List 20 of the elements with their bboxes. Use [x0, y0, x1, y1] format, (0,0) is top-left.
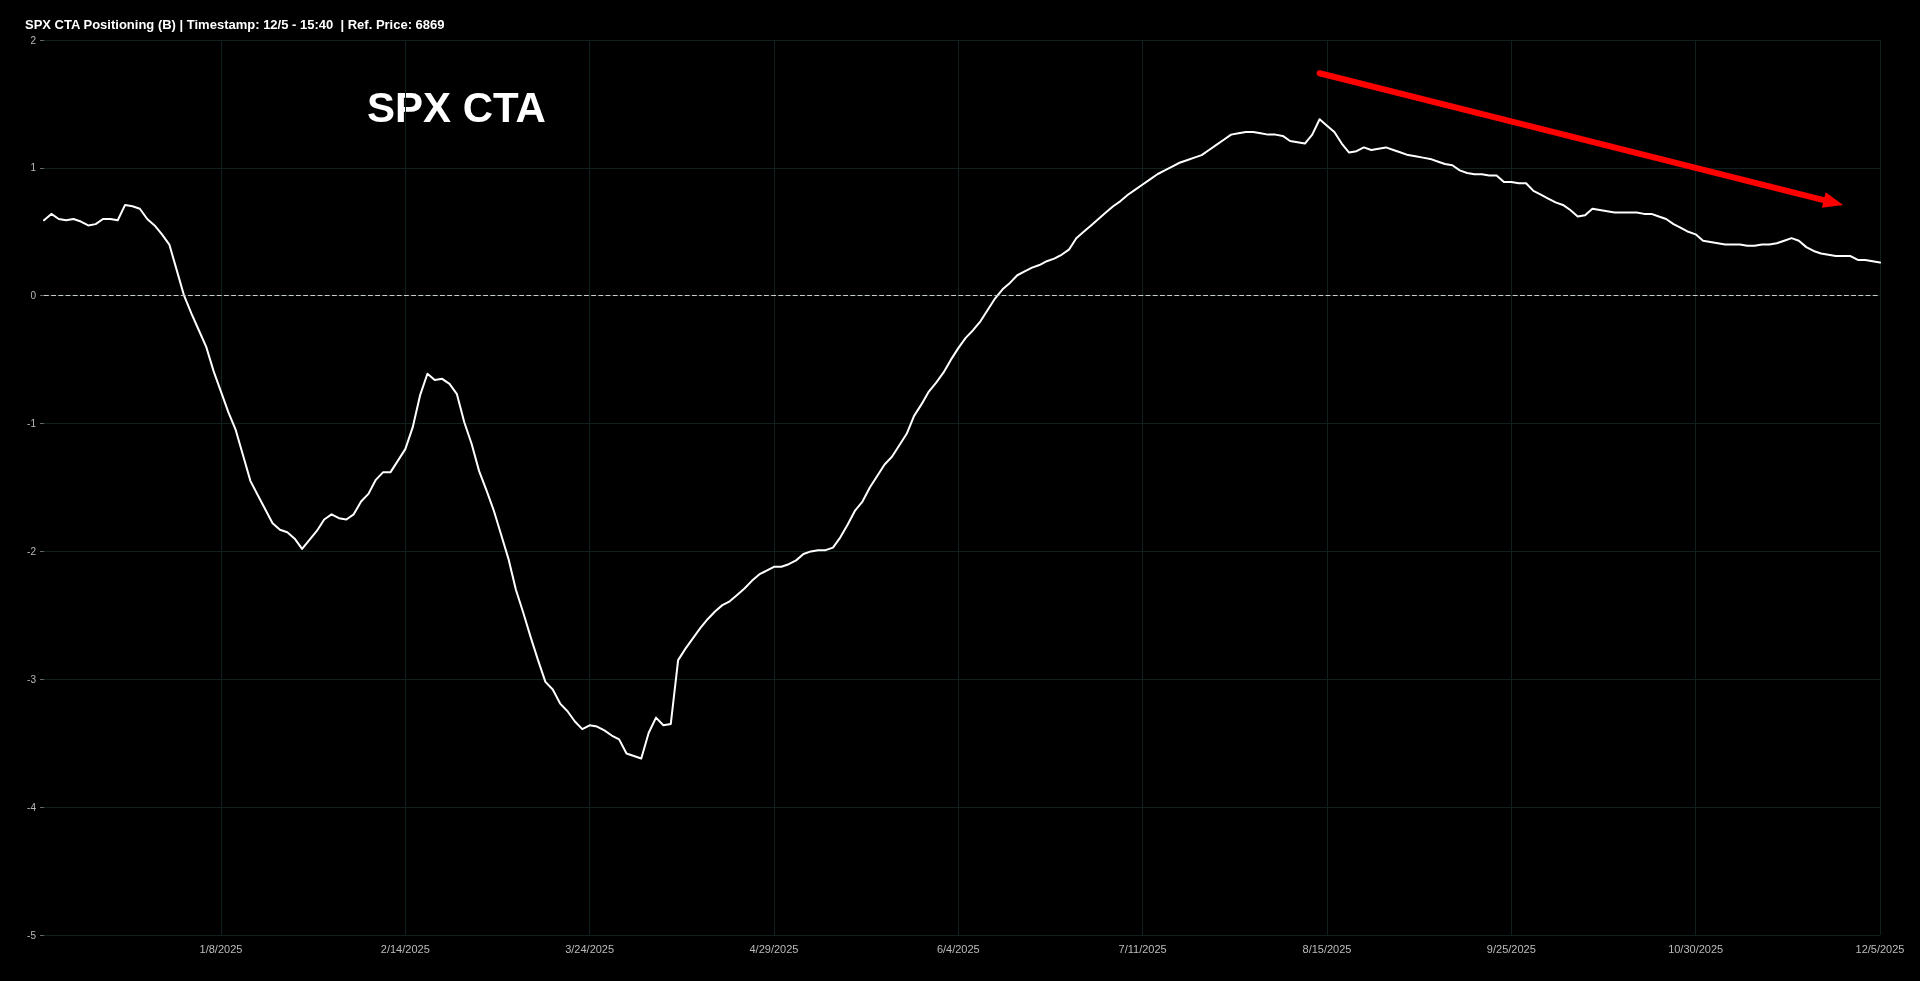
annotation: SPX CTA: [367, 83, 546, 131]
y-tick-label: -1: [27, 418, 37, 430]
x-tick-label: 9/25/2025: [1486, 942, 1536, 955]
y-tick-label: -4: [27, 801, 37, 813]
y-tick-label: 1: [30, 162, 37, 174]
y-tick-label: -5: [27, 929, 37, 941]
x-tick-label: 8/15/2025: [1302, 942, 1352, 955]
chart-title: SPX CTA Positioning (B) | Timestamp: 12/5 - 15:40 | Ref. Price: 6869: [25, 17, 445, 32]
x-tick-label: 2/14/2025: [380, 942, 430, 955]
x-tick-label: 12/5/2025: [1855, 942, 1905, 955]
y-tick-label: -2: [27, 545, 37, 557]
x-tick-label: 4/29/2025: [749, 942, 799, 955]
y-tick-label: 2: [30, 34, 37, 46]
y-tick-label: 0: [30, 290, 37, 302]
y-tick-label: -3: [27, 673, 37, 685]
x-tick-label: 10/30/2025: [1668, 942, 1724, 955]
x-tick-label: 3/24/2025: [565, 942, 615, 955]
x-tick-label: 7/11/2025: [1118, 942, 1167, 955]
x-tick-label: 6/4/2025: [936, 942, 980, 955]
x-tick-label: 1/8/2025: [199, 942, 243, 955]
